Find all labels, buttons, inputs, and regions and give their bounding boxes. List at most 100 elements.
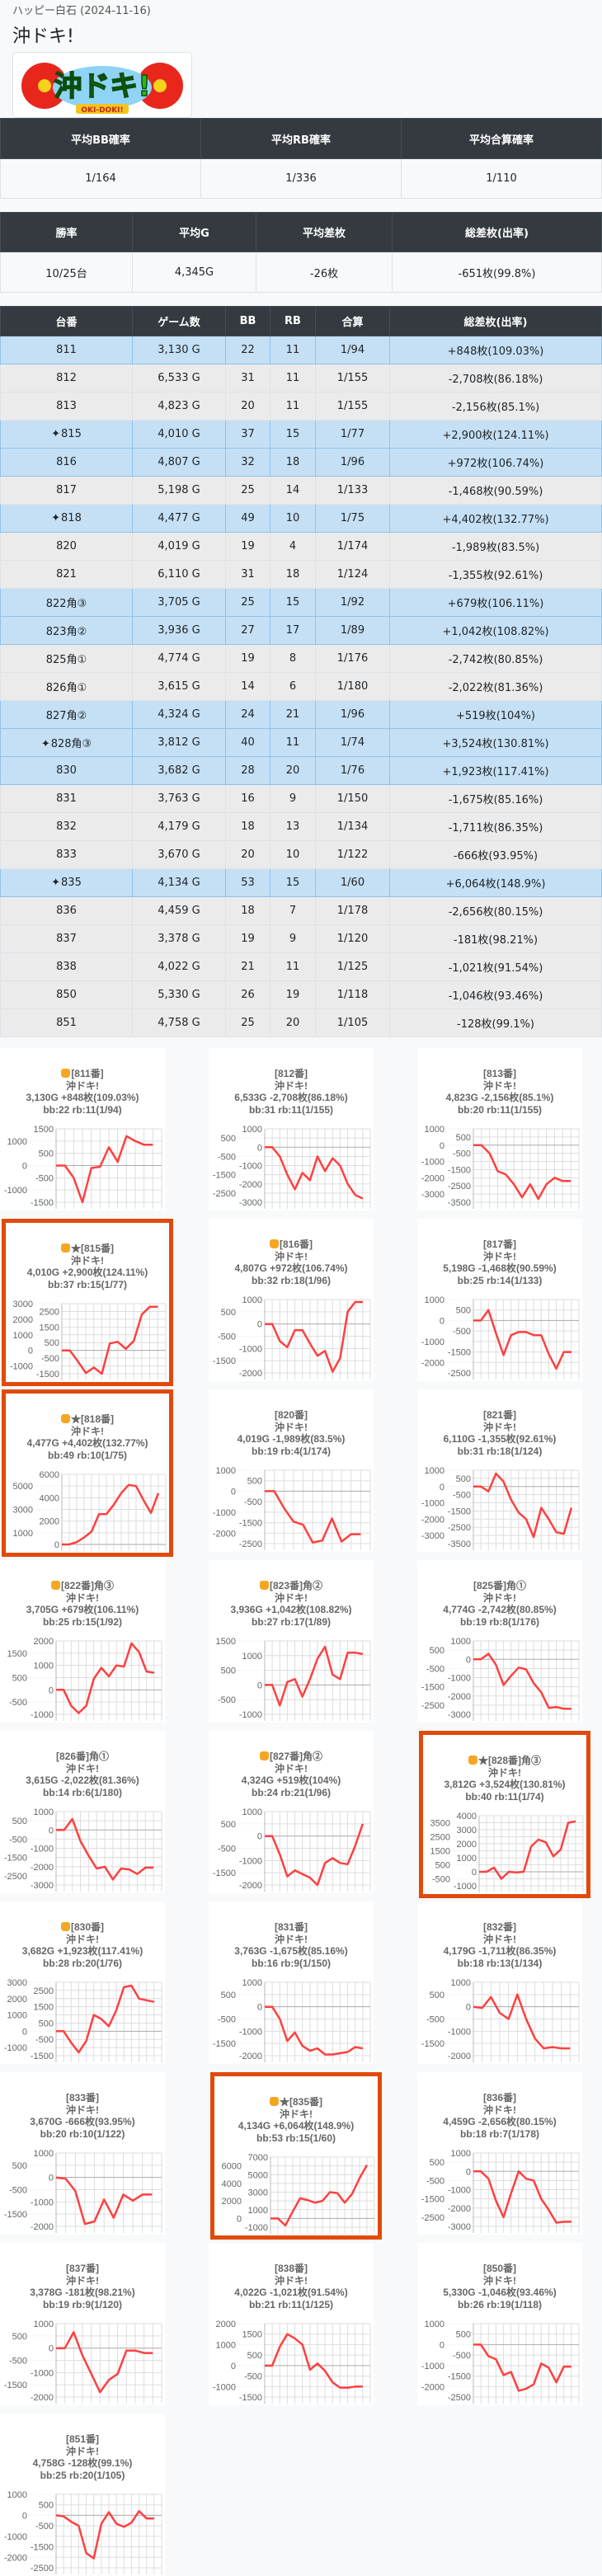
bb-count-text: 25: [241, 1017, 255, 1029]
games-text: 3,670 G: [158, 848, 200, 861]
y-tick-label: -1500: [31, 2543, 54, 2553]
bb-count-text: 16: [241, 792, 255, 805]
rb-count-text: 9: [289, 933, 297, 945]
y-tick-label: 500: [221, 1666, 236, 1676]
rb-count: 21: [270, 700, 316, 729]
rb-count-text: 14: [285, 484, 300, 496]
machine-chart-card[interactable]: [833番] 沖ドキ! 3,670G -666枚(93.95%) bb:20 rb:1…: [0, 2072, 165, 2235]
total-diff-text: +848枚(109.03%): [447, 346, 544, 358]
y-tick-label: -2000: [421, 1173, 444, 1183]
y-tick-label: -500: [218, 2015, 236, 2025]
chart-bonus: bb:14 rb:6(1/180): [42, 1786, 123, 1798]
machine-chart-card[interactable]: ★[828番]角③ 沖ドキ! 3,812G +3,524枚(130.81%) bb:4…: [419, 1731, 590, 1898]
y-tick-label: 0: [257, 2003, 262, 2013]
y-tick-label: 500: [456, 1306, 471, 1316]
y-tick-label: -2000: [421, 2382, 444, 2392]
star-icon: ★: [70, 1243, 81, 1254]
balance-line-chart: -2000-1500-1000-500 0 500 1000: [213, 1295, 371, 1380]
y-tick-label: -2500: [4, 1872, 27, 1882]
machine-chart-card[interactable]: [821番] 沖ドキ! 6,110G -1,355枚(92.61%) bb:31 rb…: [417, 1389, 582, 1552]
machine-chart-card[interactable]: [825番]角① 沖ドキ! 4,774G -2,742枚(80.85%) bb:19 …: [417, 1560, 582, 1723]
table-row: 821 6,110 G 31 18 1/124 -1,355枚(92.61%): [0, 560, 602, 589]
games-text: 4,324 G: [158, 708, 200, 721]
balance-series-line: [473, 2170, 571, 2224]
y-tick-label: 0: [28, 1347, 33, 1356]
y-tick-label: -1000: [448, 1674, 471, 1684]
table-row: 820 4,019 G 19 4 1/174 -1,989枚(83.5%): [0, 532, 602, 561]
machine-chart-card[interactable]: [822番]角③ 沖ドキ! 3,705G +679枚(106.11%) bb:25 r…: [0, 1560, 165, 1723]
total-prob-text: 1/96: [340, 456, 365, 468]
chart-title: [830番]: [0, 1921, 165, 1934]
rb-count-text: 15: [285, 877, 300, 889]
chart-machine-name: 沖ドキ!: [280, 2108, 313, 2120]
chart-machine-name: 沖ドキ!: [275, 1079, 308, 1092]
rb-count-text: 20: [285, 764, 300, 777]
y-tick-label: -1500: [4, 2210, 27, 2220]
machine-chart-card[interactable]: [830番] 沖ドキ! 3,682G +1,923枚(117.41%) bb:28 r…: [0, 1901, 165, 2064]
machine-chart-card[interactable]: [837番] 沖ドキ! 3,378G -181枚(98.21%) bb:19 rb:9…: [0, 2243, 165, 2405]
machine-chart-card[interactable]: [838番] 沖ドキ! 4,022G -1,021枚(91.54%) bb:21 rb…: [209, 2243, 374, 2405]
machine-chart-card[interactable]: [817番] 沖ドキ! 5,198G -1,468枚(90.59%) bb:25 rb…: [417, 1219, 582, 1381]
y-tick-label: 0: [466, 2167, 471, 2177]
machine-chart-card[interactable]: [826番]角① 沖ドキ! 3,615G -2,022枚(81.36%) bb:14 …: [0, 1731, 165, 1893]
bb-count-text: 53: [241, 877, 255, 889]
chart-result: 3,378G -181枚(98.21%): [30, 2287, 135, 2298]
total-prob-text: 1/118: [336, 989, 369, 1001]
y-tick-label: -2000: [448, 2204, 471, 2214]
y-tick-label: 1000: [451, 1637, 471, 1647]
machine-no-text: 813: [56, 400, 77, 412]
machine-chart-card[interactable]: [816番] 沖ドキ! 4,807G +972枚(106.74%) bb:32 rb:…: [209, 1219, 374, 1381]
machine-chart-card[interactable]: [820番] 沖ドキ! 4,019G -1,989枚(83.5%) bb:19 rb:…: [209, 1389, 374, 1552]
sparkle-icon: ✦: [51, 428, 61, 440]
machine-no-text: 837: [56, 933, 77, 945]
machine-chart-card[interactable]: [836番] 沖ドキ! 4,459G -2,656枚(80.15%) bb:18 rb…: [417, 2072, 582, 2235]
total-diff-text: -1,711枚(86.35%): [448, 822, 543, 834]
machine-chart-card[interactable]: ★[818番] 沖ドキ! 4,477G +4,402枚(132.77%) bb:49 …: [2, 1389, 173, 1557]
y-tick-label: -1500: [448, 2372, 471, 2382]
total-prob-text: 1/180: [336, 680, 369, 693]
chart-machine-name: 沖ドキ!: [483, 1250, 516, 1262]
machine-chart-card[interactable]: [827番]角② 沖ドキ! 4,324G +519枚(104%) bb:24 rb:2…: [209, 1731, 374, 1893]
total-prob-text: 1/178: [336, 905, 369, 917]
chart-result: 5,330G -1,046枚(93.46%): [443, 2287, 557, 2298]
total-prob: 1/120: [315, 924, 390, 953]
balance-series-line: [265, 1823, 364, 1887]
bb-count-text: 25: [241, 596, 255, 609]
machine-no-text: 812: [56, 372, 77, 384]
machine-chart-card[interactable]: [832番] 沖ドキ! 4,179G -1,711枚(86.35%) bb:18 rb…: [417, 1901, 582, 2064]
total-prob-text: 1/124: [336, 568, 369, 581]
y-tick-label: -1000: [31, 2198, 54, 2207]
rb-count-text: 11: [285, 344, 300, 356]
bb-count-text: 37: [241, 428, 255, 440]
chart-header: [825番]角① 沖ドキ! 4,774G -2,742枚(80.85%) bb:19 …: [417, 1580, 582, 1628]
y-tick-label: 500: [456, 1474, 471, 1484]
y-tick-label: 1000: [425, 1125, 444, 1135]
balance-series-line: [265, 1490, 361, 1544]
machine-chart-card[interactable]: [812番] 沖ドキ! 6,533G -2,708枚(86.18%) bb:31 rb…: [209, 1048, 374, 1210]
y-tick-label: -1000: [245, 2223, 268, 2233]
machine-chart-card[interactable]: ★[815番] 沖ドキ! 4,010G +2,900枚(124.11%) bb:37 …: [2, 1219, 173, 1386]
y-tick-label: 0: [257, 1681, 262, 1690]
y-tick-label: -1500: [213, 1171, 236, 1181]
machine-chart-card[interactable]: [811番] 沖ドキ! 3,130G +848枚(109.03%) bb:22 rb:…: [0, 1048, 165, 1210]
machine-chart-card[interactable]: [831番] 沖ドキ! 3,763G -1,675枚(85.16%) bb:16 rb…: [209, 1901, 374, 2064]
machine-chart-card[interactable]: [850番] 沖ドキ! 5,330G -1,046枚(93.46%) bb:26 rb…: [417, 2243, 582, 2405]
machine-chart-card[interactable]: [823番]角② 沖ドキ! 3,936G +1,042枚(108.82%) bb:27…: [209, 1560, 374, 1723]
bb-count-text: 28: [241, 764, 255, 777]
rb-count-text: 11: [285, 961, 300, 973]
machine-chart-card[interactable]: [851番] 沖ドキ! 4,758G -128枚(99.1%) bb:25 rb:20…: [0, 2414, 165, 2576]
rb-count-text: 11: [285, 372, 300, 384]
machine-chart-card[interactable]: ★[835番] 沖ドキ! 4,134G +6,064枚(148.9%) bb:53 r…: [210, 2072, 382, 2240]
total-diff-text: -181枚(98.21%): [453, 934, 539, 947]
bb-count-text: 19: [241, 933, 255, 945]
y-tick-label: 5000: [248, 2170, 268, 2180]
chart-machine-no: [836番]: [482, 2092, 516, 2104]
y-tick-label: 1000: [242, 1295, 262, 1305]
games: 3,682 G: [132, 756, 226, 785]
machine-chart-card[interactable]: [813番] 沖ドキ! 4,823G -2,156枚(85.1%) bb:20 rb:…: [417, 1048, 582, 1210]
y-tick-label: 2500: [430, 1833, 450, 1843]
games: 3,130 G: [132, 336, 226, 364]
rb-count-text: 11: [285, 400, 300, 412]
y-tick-label: -2000: [31, 2393, 54, 2403]
rb-count: 18: [270, 448, 316, 477]
